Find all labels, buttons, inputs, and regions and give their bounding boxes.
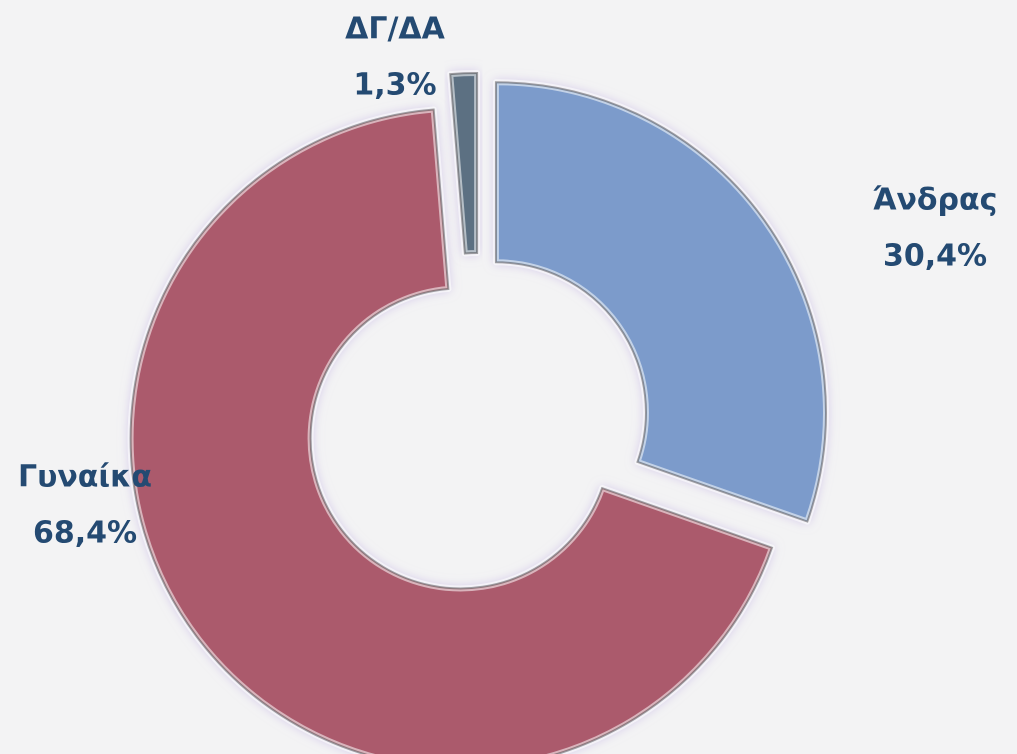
slice-value-label: 1,3% [353,68,436,103]
slice-edge [449,72,479,255]
donut-slice [447,70,481,257]
slice-category-label: ΔΓ/ΔΑ [345,12,446,47]
donut-slice [127,106,775,754]
slice-category-label: Άνδρας [873,183,998,218]
slice-category-label: Γυναίκα [18,460,152,495]
slice-edge [129,108,774,754]
donut-slice [492,79,829,525]
slice-edge [494,81,827,523]
slice-value-label: 68,4% [33,516,137,551]
slice-value-label: 30,4% [883,239,987,274]
